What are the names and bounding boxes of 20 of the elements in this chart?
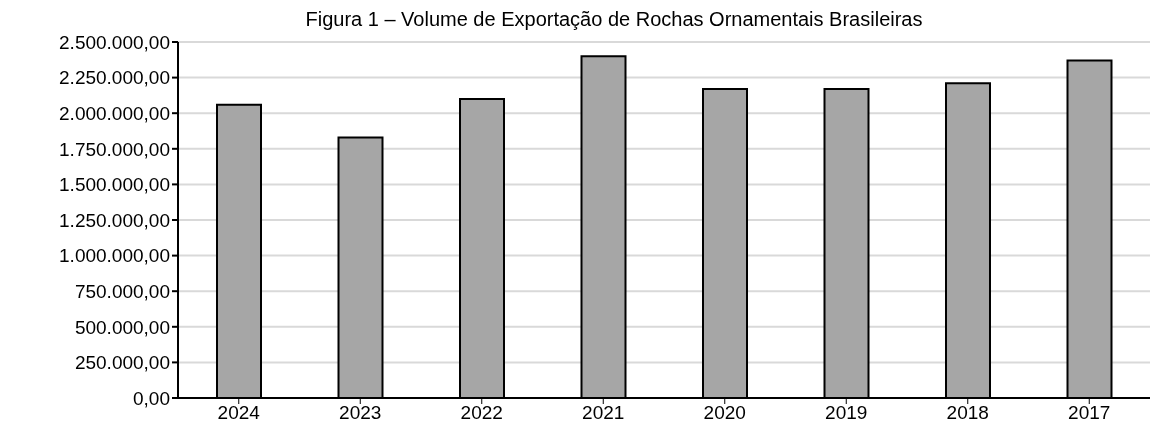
x-tick-label: 2024 — [217, 402, 261, 424]
y-tick-label: 2.250.000,00 — [59, 67, 170, 89]
x-tick-label: 2020 — [703, 402, 746, 424]
y-tick-label: 250.000,00 — [74, 352, 170, 374]
y-tick-label: 0,00 — [133, 387, 170, 409]
y-tick-label: 1.500.000,00 — [59, 174, 170, 196]
x-tick-label: 2019 — [825, 402, 868, 424]
x-tick-label: 2021 — [582, 402, 625, 424]
y-tick-label: 1.000.000,00 — [59, 245, 170, 267]
chart-title: Figura 1 – Volume de Exportação de Rochas Ornamentais Brasileiras — [305, 8, 923, 30]
y-tick-label: 2.000.000,00 — [59, 102, 170, 124]
y-tick-label: 750.000,00 — [74, 280, 170, 302]
x-tick-label: 2018 — [946, 402, 989, 424]
y-tick-label: 1.250.000,00 — [59, 209, 170, 231]
x-tick-label: 2022 — [460, 402, 503, 424]
y-tick-label: 1.750.000,00 — [59, 138, 170, 160]
y-tick-label: 500.000,00 — [74, 316, 170, 338]
x-tick-label: 2017 — [1068, 402, 1111, 424]
y-tick-label: 2.500.000,00 — [59, 31, 170, 53]
x-tick-label: 2023 — [339, 402, 382, 424]
